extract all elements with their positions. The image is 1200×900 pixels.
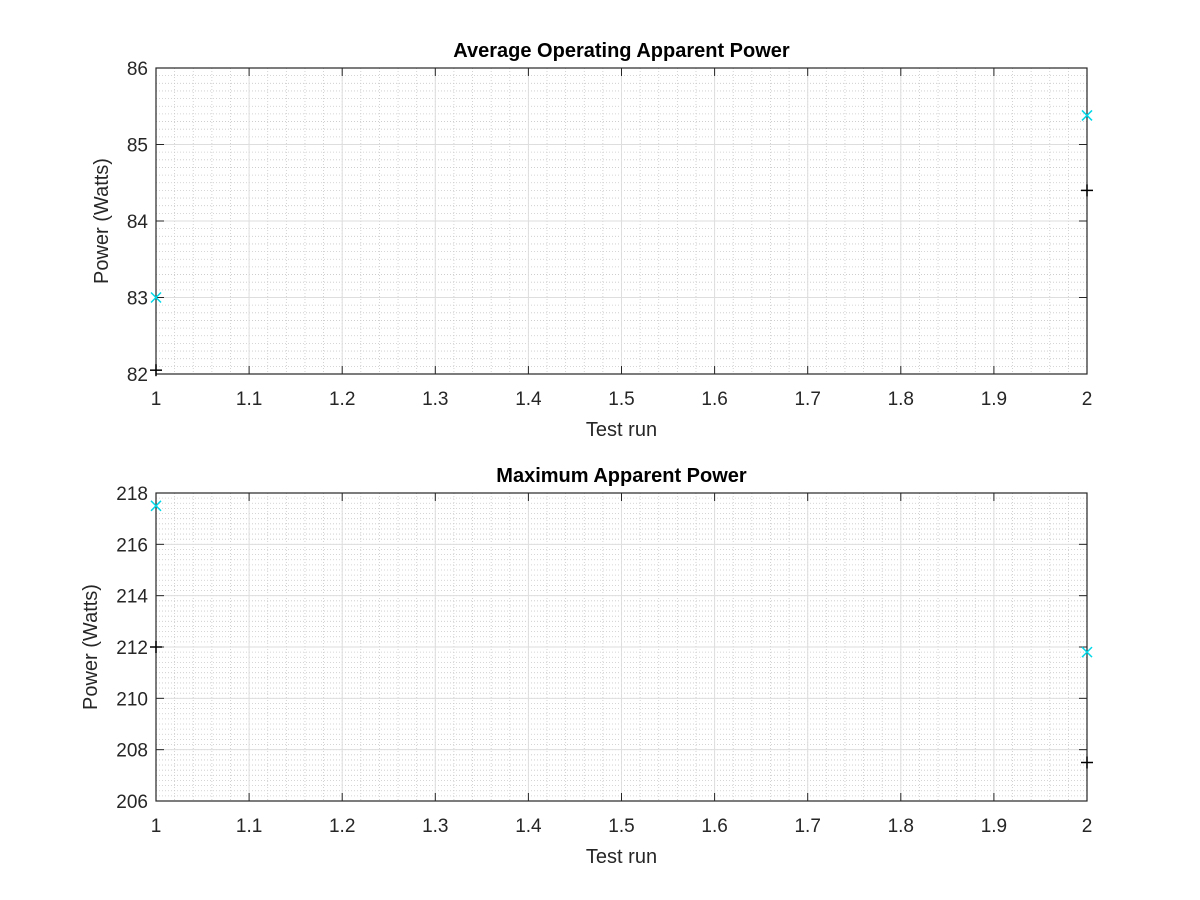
marker-stroke xyxy=(150,500,162,512)
chart-maximum-apparent-power: 1 1.1 1.2 1.3 1.4 1.5 1.6 1.7 1.8 1.9 2 206 208 210 21… xyxy=(80,465,1093,868)
x-tick-label: 1.6 xyxy=(701,816,727,837)
x-axis-label: Test run xyxy=(586,846,657,868)
x-tick-label: 1.7 xyxy=(794,389,820,410)
chart-average-operating-apparent-power: 1 1.1 1.2 1.3 1.4 1.5 1.6 1.7 1.8 1.9 2 82 83 84 85 86 A… xyxy=(91,40,1093,441)
x-tick-label: 1.7 xyxy=(794,816,820,837)
x-tick-label: 1.9 xyxy=(981,389,1007,410)
x-axis-label: Test run xyxy=(586,419,657,441)
x-tick-label: 1.3 xyxy=(422,816,448,837)
x-tick-label: 1.2 xyxy=(329,389,355,410)
x-tick-label: 1.5 xyxy=(608,389,634,410)
marker-stroke xyxy=(1081,109,1093,121)
x-tick-label: 2 xyxy=(1082,389,1093,410)
data-point-x-marker xyxy=(150,291,162,304)
x-tick-label: 1.8 xyxy=(888,816,914,837)
y-tick-label: 83 xyxy=(127,289,148,310)
x-tick-label: 1.1 xyxy=(236,816,262,837)
y-tick-label: 84 xyxy=(127,212,149,233)
x-tick-label: 1.8 xyxy=(888,389,914,410)
x-tick-label: 1.2 xyxy=(329,816,355,837)
x-tick-label: 1.3 xyxy=(422,389,448,410)
marker-stroke xyxy=(1081,646,1093,658)
y-tick-label: 208 xyxy=(116,741,148,762)
chart-title: Maximum Apparent Power xyxy=(496,465,747,487)
x-tick-label: 2 xyxy=(1082,816,1093,837)
y-tick-label: 82 xyxy=(127,365,148,386)
y-tick-label: 214 xyxy=(116,587,148,608)
x-tick-label: 1.4 xyxy=(515,816,542,837)
x-tick-label: 1.5 xyxy=(608,816,634,837)
data-point-plus-marker xyxy=(1081,184,1093,197)
x-tick-label: 1 xyxy=(151,816,162,837)
y-tick-label: 218 xyxy=(116,484,148,505)
x-tick-label: 1 xyxy=(151,389,162,410)
data-point-x-marker xyxy=(150,500,162,512)
x-tick-label: 1.9 xyxy=(981,816,1007,837)
y-axis-label: Power (Watts) xyxy=(80,584,102,710)
y-axis-label: Power (Watts) xyxy=(91,158,113,284)
y-tick-label: 216 xyxy=(116,535,148,556)
x-tick-label: 1.4 xyxy=(515,389,542,410)
y-tick-label: 206 xyxy=(116,792,148,813)
data-point-plus-marker xyxy=(150,364,162,377)
y-tick-label: 85 xyxy=(127,136,148,157)
chart-title: Average Operating Apparent Power xyxy=(453,40,790,62)
data-point-x-marker xyxy=(1081,646,1093,658)
y-tick-label: 212 xyxy=(116,638,148,659)
x-tick-label: 1.1 xyxy=(236,389,262,410)
data-point-plus-marker xyxy=(1081,756,1093,769)
marker-stroke xyxy=(150,291,162,304)
x-tick-label: 1.6 xyxy=(701,389,727,410)
y-tick-label: 210 xyxy=(116,689,148,710)
data-point-x-marker xyxy=(1081,109,1093,121)
y-tick-label: 86 xyxy=(127,59,148,80)
data-point-plus-marker xyxy=(150,641,162,653)
